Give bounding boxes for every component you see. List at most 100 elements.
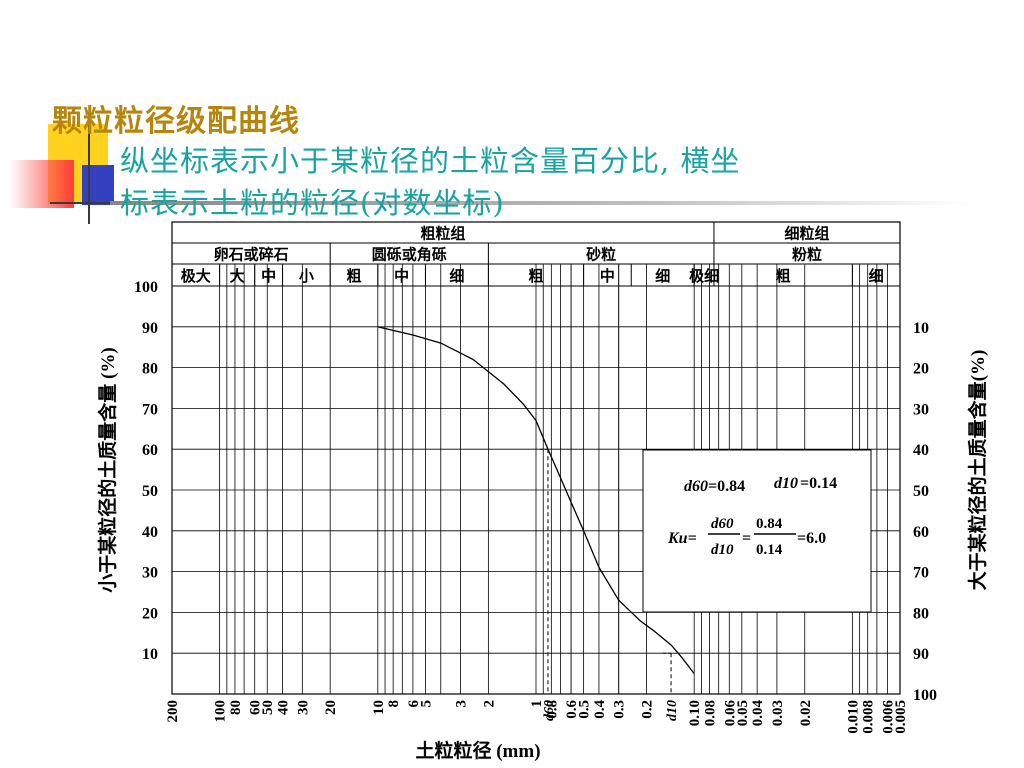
x-tick-label: 0.6 [564, 700, 580, 719]
header-cell-label: 细 [655, 267, 670, 285]
annotation-ku-result: =6.0 [797, 530, 826, 547]
x-tick-label: 0.05 [735, 700, 751, 726]
x-axis-title: 土粒粒径 (mm) [415, 739, 540, 762]
x-tick-label: 60 [248, 700, 264, 715]
annotation-d10-value: =0.14 [800, 475, 837, 492]
annotation-frac1-denominator: d10 [711, 542, 734, 558]
header-cell-label: 粗 [776, 268, 791, 285]
y-tick-label-right: 60 [913, 524, 929, 541]
header-cell-label: 卵石或碎石 [214, 246, 289, 264]
deco-fading-rule [110, 201, 970, 205]
deco-blue-block [82, 165, 114, 205]
annotation-ku-label: Ku= [667, 530, 697, 547]
x-tick-label: 10 [371, 700, 387, 715]
header-cell-label: 中 [600, 267, 615, 285]
y-tick-label-left: 10 [142, 646, 158, 663]
header-cell-label: 极大 [181, 267, 211, 285]
grading-curve [377, 326, 695, 674]
marker-label: d10 [665, 700, 680, 721]
x-tick-label: 0.10 [687, 700, 703, 726]
x-tick-label: 200 [165, 700, 181, 723]
chart-annotation-box: d60 =0.84 d10 =0.14 Ku= d60 d10 = 0.84 0… [642, 449, 872, 613]
header-cell-label: 圆砾或角砾 [372, 246, 447, 264]
slide-title: 颗粒粒径级配曲线 [52, 104, 300, 139]
annotation-box-frame [642, 449, 872, 613]
y-tick-label-right: 50 [913, 483, 929, 500]
x-tick-label: 3 [454, 700, 470, 708]
x-tick-label: 50 [260, 700, 276, 715]
x-tick-label: 1 [529, 700, 545, 708]
y-tick-label-right: 20 [913, 361, 929, 378]
x-tick-label: 0.005 [893, 700, 909, 734]
slide-subtitle-line2: 标表示土粒的粒径(对数坐标) [120, 186, 505, 220]
y-tick-label-left: 90 [142, 320, 158, 337]
annotation-d60-label: d60 [684, 478, 708, 495]
deco-red-block [10, 160, 74, 208]
annotation-frac2-numerator: 0.84 [756, 516, 783, 532]
x-tick-label: 0.2 [640, 700, 656, 719]
deco-horizontal-line [50, 202, 130, 204]
header-cell-label: 粉粒 [792, 246, 822, 264]
x-tick-label: 0.06 [722, 700, 738, 727]
y-tick-label-right: 10 [913, 320, 929, 337]
chart-curve: d60 d10 [377, 326, 695, 721]
header-cell-label: 中 [261, 267, 276, 285]
x-tick-label: 20 [323, 700, 339, 715]
header-cell-label: 粗粒组 [420, 225, 465, 243]
header-cell-label: 细 [869, 267, 884, 285]
x-tick-label: 0.02 [798, 700, 814, 726]
y-tick-label-right: 30 [913, 401, 929, 418]
y-tick-label-left: 40 [142, 524, 158, 541]
header-cell-label: 粗 [528, 268, 543, 285]
y-tick-label-right: 90 [913, 646, 929, 663]
header-cell-label: 砂粒 [586, 246, 616, 264]
y-tick-label-left: 100 [134, 279, 158, 296]
x-tick-label: 8 [386, 700, 402, 708]
x-tick-label: 0.5 [577, 700, 593, 719]
x-tick-label: 0.008 [861, 700, 877, 734]
x-tick-label: 0.04 [750, 700, 766, 727]
deco-vertical-line [88, 112, 90, 224]
y-tick-label-left: 30 [142, 565, 158, 582]
header-cell-label: 粗 [346, 268, 361, 285]
y-tick-label-right: 70 [913, 565, 929, 582]
annotation-d10-label: d10 [774, 475, 798, 492]
annotation-equals: = [742, 530, 751, 547]
marker-label: d60 [542, 700, 557, 721]
y-axis-title-left: 小于某粒径的土质量含量 (%) [96, 347, 119, 592]
header-cell-label: 中 [394, 267, 409, 285]
header-cell-label: 小 [299, 268, 314, 285]
x-tick-label: 0.010 [845, 700, 861, 734]
chart-header-table: 粗粒组 细粒组卵石或碎石 圆砾或角砾 砂粒 粉粒极大大中小粗中细粗中细极细粗细 [172, 222, 901, 287]
slide-subtitle-line1: 纵坐标表示小于某粒径的土粒含量百分比, 横坐 [120, 144, 741, 178]
y-tick-label-left: 70 [142, 401, 158, 418]
y-tick-label-left: 80 [142, 361, 158, 378]
x-tick-label: 0.006 [880, 700, 896, 734]
y-tick-label-right: 40 [913, 442, 929, 459]
header-cell-label: 细 [449, 267, 464, 285]
y-tick-label-left: 20 [142, 605, 158, 622]
x-tick-label: 0.08 [703, 700, 719, 726]
x-tick-label: 40 [276, 700, 292, 715]
annotation-frac2-denominator: 0.14 [756, 542, 783, 558]
x-tick-label: 0.4 [592, 700, 608, 719]
y-tick-label-left: 60 [142, 442, 158, 459]
annotation-d60-value: =0.84 [708, 478, 745, 495]
x-tick-label: 100 [213, 700, 229, 723]
x-tick-label: 0.8 [544, 700, 560, 719]
x-tick-label: 2 [481, 700, 497, 708]
y-axis-title-right: 大于某粒径的土质量含量(%) [966, 350, 989, 591]
y-tick-label-right: 80 [913, 605, 929, 622]
annotation-frac1-numerator: d60 [711, 516, 734, 532]
y-tick-label-right: 100 [913, 687, 937, 704]
x-tick-label: 80 [228, 700, 244, 715]
y-tick-label-left: 50 [142, 483, 158, 500]
x-tick-label: 0.03 [770, 700, 786, 726]
header-cell-label: 大 [230, 267, 245, 285]
x-tick-label: 6 [406, 700, 422, 708]
header-cell-label: 细粒组 [784, 225, 829, 243]
x-tick-label: 0.3 [612, 700, 628, 719]
x-tick-label: 30 [295, 700, 311, 715]
